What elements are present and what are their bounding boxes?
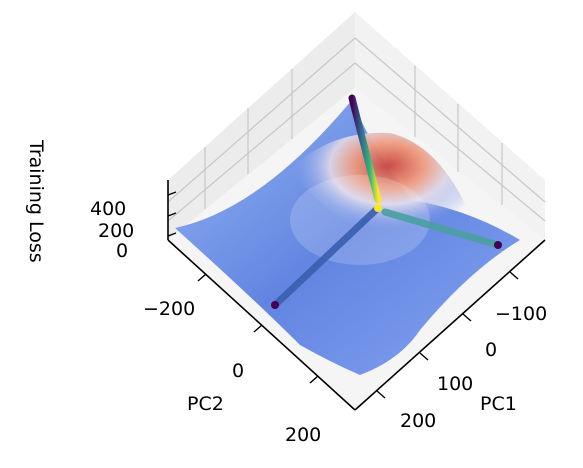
z-tick-label-400: 400 [90, 198, 126, 220]
trajectory-1 [348, 94, 382, 204]
z-axis-label: Training Loss [25, 139, 47, 263]
trajectory-2-start [271, 301, 279, 309]
back-pane-right [355, 12, 545, 240]
surface-shine [290, 175, 430, 265]
x-tick-label-100: 100 [437, 373, 473, 395]
y-tick-label-neg200: −200 [143, 298, 195, 320]
back-pane-left [168, 12, 355, 240]
trajectory-2 [271, 204, 382, 309]
trajectory-3-start [494, 241, 502, 249]
x-tick-label-neg100: −100 [495, 303, 547, 325]
trajectory-end [374, 204, 382, 212]
x-axis-label: PC1 [480, 393, 517, 415]
x-tick-label-0: 0 [485, 339, 497, 361]
y-tick-label-200: 200 [285, 424, 321, 446]
y-axis-label: PC2 [187, 393, 224, 415]
z-tick-label-200: 200 [98, 220, 134, 242]
trajectory-3 [381, 208, 502, 249]
tick-marks [167, 191, 519, 399]
x-tick-label-200: 200 [400, 410, 436, 432]
pc1-axis-line [354, 239, 546, 411]
y-tick-label-0: 0 [232, 360, 244, 382]
grid [167, 37, 546, 222]
z-tick-label-0: 0 [116, 240, 128, 262]
trajectories [271, 94, 502, 309]
